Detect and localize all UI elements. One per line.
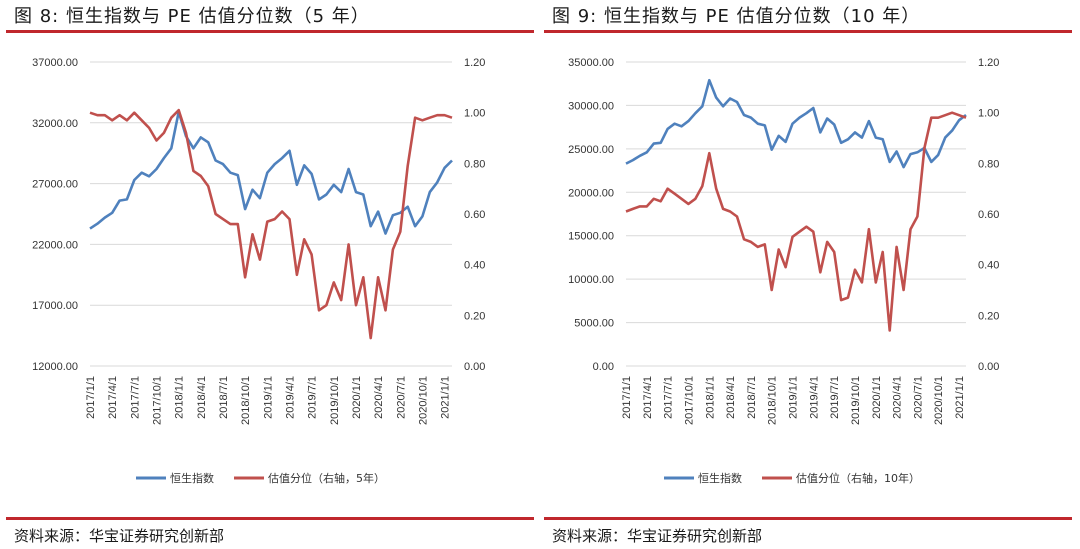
y-right-tick-label: 0.20 [464,310,485,322]
x-tick-label: 2020/4/1 [373,376,385,419]
x-tick-label: 2020/10/1 [417,376,429,425]
x-tick-label: 2017/1/1 [621,376,633,419]
source-rule [6,517,534,520]
y-left-tick-label: 37000.00 [32,57,78,69]
x-tick-label: 2018/1/1 [704,376,716,419]
x-tick-label: 2017/4/1 [107,376,119,419]
x-tick-label: 2017/1/1 [85,376,97,419]
y-left-tick-label: 25000.00 [568,144,614,156]
figure-9-panel: 图 9: 恒生指数与 PE 估值分位数（10 年） 0.00 5000.00 100… [544,0,1074,549]
x-tick-label: 2018/10/1 [767,376,779,425]
y-right-tick-label: 0.00 [464,361,485,373]
y-right-tick-label: 0.40 [464,260,485,272]
title-rule [6,30,534,33]
y-left-tick-label: 30000.00 [568,100,614,112]
y-right-tick-label: 0.40 [978,260,999,272]
y-left-tick-label: 12000.00 [32,361,78,373]
y-right-tick-label: 1.20 [464,57,485,69]
x-tick-label: 2021/1/1 [954,376,966,419]
x-tick-label: 2019/1/1 [262,376,274,419]
x-tick-label: 2019/4/1 [284,376,296,419]
x-tick-label: 2018/7/1 [746,376,758,419]
y-left-tick-label: 10000.00 [568,274,614,286]
y-left-tick-label: 0.00 [593,361,614,373]
y-left-tick-label: 17000.00 [32,300,78,312]
x-tick-label: 2019/10/1 [850,376,862,425]
y-right-tick-label: 1.00 [978,108,999,120]
y-left-tick-label: 5000.00 [574,318,614,330]
x-tick-label: 2019/7/1 [307,376,319,419]
hsi-series-line [625,78,967,169]
y-left-tick-label: 20000.00 [568,187,614,199]
y-left-tick-label: 35000.00 [568,57,614,69]
x-tick-label: 2019/7/1 [829,376,841,419]
figure-8-chart: 12000.00 17000.00 22000.00 27000.00 32000.00… [32,57,485,485]
x-tick-label: 2020/1/1 [871,376,883,419]
y-right-tick-label: 0.80 [978,158,999,170]
x-tick-label: 2020/1/1 [351,376,363,419]
source-rule [544,517,1072,520]
x-tick-label: 2021/1/1 [440,376,452,419]
x-tick-label: 2020/7/1 [912,376,924,419]
legend-label: 估值分位（右轴，5年） [268,471,385,485]
y-left-tick-label: 32000.00 [32,118,78,130]
x-tick-label: 2020/7/1 [395,376,407,419]
legend-label: 估值分位（右轴，10年） [796,471,920,485]
hsi-series-line [89,110,453,235]
legend-label: 恒生指数 [698,471,742,485]
x-tick-label: 2017/7/1 [663,376,675,419]
y-right-tick-label: 0.60 [464,209,485,221]
figure-8-title: 图 8: 恒生指数与 PE 估值分位数（5 年） [14,6,370,27]
x-tick-label: 2020/10/1 [933,376,945,425]
x-tick-label: 2020/4/1 [892,376,904,419]
y-left-tick-label: 15000.00 [568,231,614,243]
y-left-tick-label: 27000.00 [32,179,78,191]
figure-8-panel: 图 8: 恒生指数与 PE 估值分位数（5 年） 12000.00 17000.0… [6,0,536,549]
x-tick-label: 2018/10/1 [240,376,252,425]
valuation-percentile-series-line [625,111,967,332]
x-tick-label: 2019/1/1 [788,376,800,419]
figure-9-chart: 0.00 5000.00 10000.00 15000.00 20000.00 25000… [568,57,999,485]
figure-9-title: 图 9: 恒生指数与 PE 估值分位数（10 年） [552,6,921,27]
x-tick-label: 2018/7/1 [218,376,230,419]
y-right-tick-label: 1.00 [464,108,485,120]
figure-8-source: 资料来源：华宝证券研究创新部 [14,527,225,545]
x-tick-label: 2017/4/1 [642,376,654,419]
x-tick-label: 2019/10/1 [329,376,341,425]
y-right-tick-label: 0.00 [978,361,999,373]
x-tick-label: 2017/10/1 [683,376,695,425]
x-tick-label: 2018/4/1 [725,376,737,419]
y-right-tick-label: 0.60 [978,209,999,221]
x-tick-label: 2017/10/1 [151,376,163,425]
y-right-tick-label: 0.20 [978,310,999,322]
x-tick-label: 2017/7/1 [129,376,141,419]
y-left-tick-label: 22000.00 [32,239,78,251]
legend-label: 恒生指数 [170,471,214,485]
valuation-percentile-series-line [89,108,453,340]
y-right-tick-label: 0.80 [464,158,485,170]
x-tick-label: 2019/4/1 [808,376,820,419]
x-tick-label: 2018/4/1 [196,376,208,419]
title-rule [544,30,1072,33]
figure-9-source: 资料来源：华宝证券研究创新部 [552,527,763,545]
x-tick-label: 2018/1/1 [174,376,186,419]
y-right-tick-label: 1.20 [978,57,999,69]
